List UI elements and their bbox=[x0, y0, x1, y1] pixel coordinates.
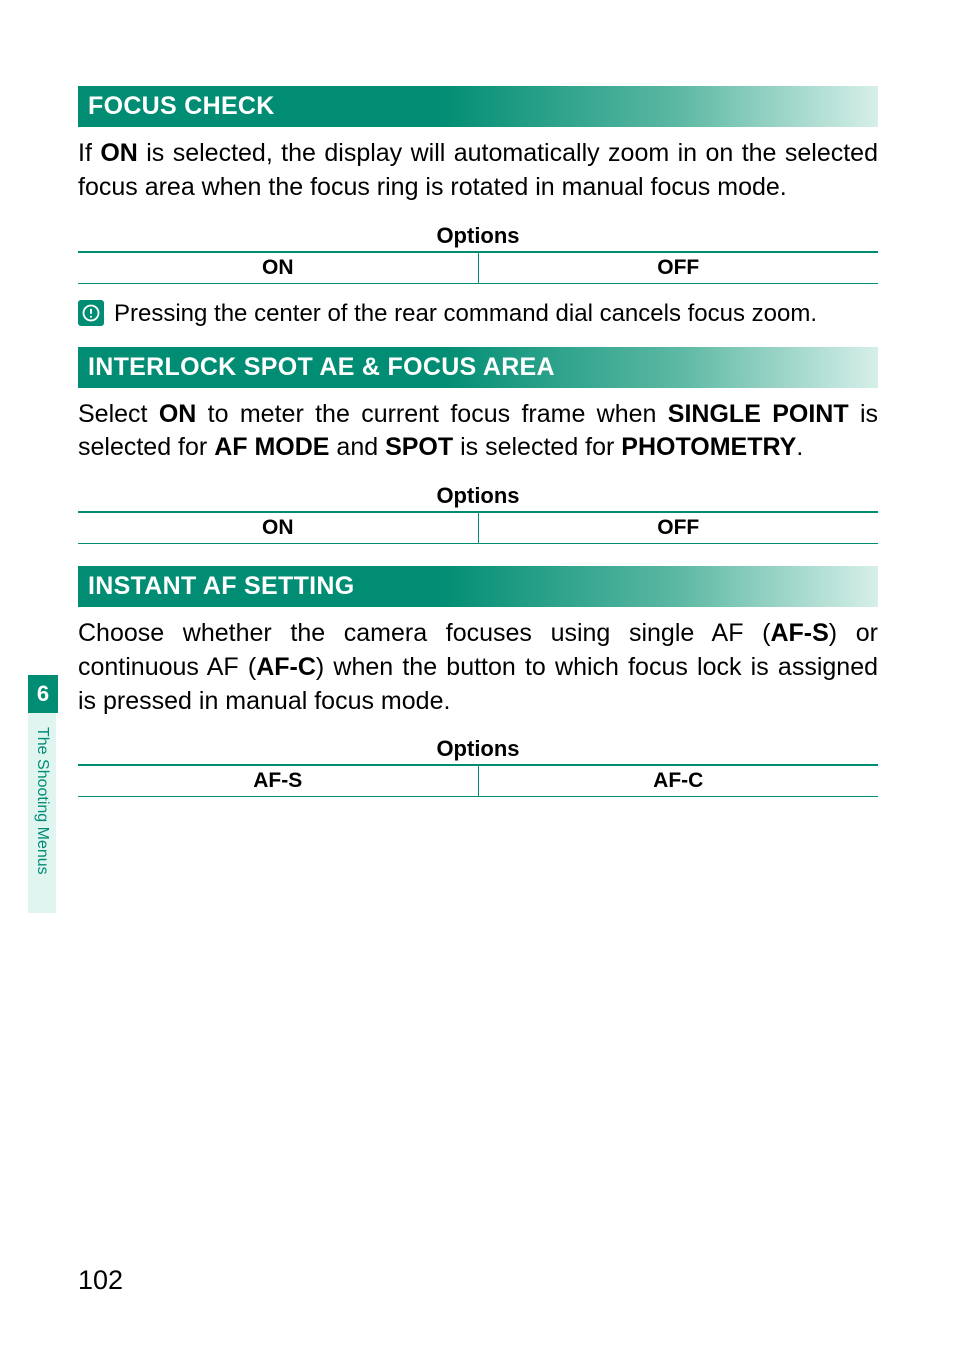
text-bold: ON bbox=[100, 139, 138, 167]
text-bold: PHOTOMETRY bbox=[621, 433, 796, 461]
page-content: FOCUS CHECK If ON is selected, the displ… bbox=[78, 86, 878, 797]
options-row: ON OFF bbox=[78, 253, 878, 284]
page-number: 102 bbox=[78, 1265, 123, 1296]
option-afc: AF-C bbox=[479, 766, 879, 796]
side-tab: 6 The Shooting Menus bbox=[28, 675, 58, 913]
text-bold: SPOT bbox=[385, 433, 453, 461]
options-table: Options AF-S AF-C bbox=[78, 736, 878, 797]
text-bold: SINGLE POINT bbox=[668, 400, 849, 428]
option-on: ON bbox=[78, 513, 479, 543]
text-part: Select bbox=[78, 400, 159, 428]
option-on: ON bbox=[78, 253, 479, 283]
text-part: Choose whether the camera focuses using … bbox=[78, 619, 770, 647]
section-header-instant-af: INSTANT AF SETTING bbox=[78, 566, 878, 607]
section-header-interlock: INTERLOCK SPOT AE & FOCUS AREA bbox=[78, 347, 878, 388]
options-header: Options bbox=[78, 223, 878, 253]
text-part: to meter the current focus frame when bbox=[196, 400, 667, 428]
options-table: Options ON OFF bbox=[78, 223, 878, 284]
text-part: is selected, the display will automatica… bbox=[78, 139, 878, 201]
option-off: OFF bbox=[479, 513, 879, 543]
text-part: and bbox=[329, 433, 385, 461]
section-header-focus-check: FOCUS CHECK bbox=[78, 86, 878, 127]
option-off: OFF bbox=[479, 253, 879, 283]
options-row: AF-S AF-C bbox=[78, 766, 878, 797]
option-afs: AF-S bbox=[78, 766, 479, 796]
body-text-focus-check: If ON is selected, the display will auto… bbox=[78, 137, 878, 205]
note-row: Pressing the center of the rear command … bbox=[78, 298, 878, 329]
text-part: is selected for bbox=[453, 433, 621, 461]
options-table: Options ON OFF bbox=[78, 483, 878, 544]
body-text-interlock: Select ON to meter the current focus fra… bbox=[78, 398, 878, 466]
chapter-label: The Shooting Menus bbox=[28, 713, 56, 913]
options-header: Options bbox=[78, 736, 878, 766]
text-bold: ON bbox=[159, 400, 197, 428]
alert-circle-icon bbox=[78, 300, 104, 326]
body-text-instant-af: Choose whether the camera focuses using … bbox=[78, 617, 878, 718]
text-bold: AF MODE bbox=[214, 433, 329, 461]
options-header: Options bbox=[78, 483, 878, 513]
text-part: If bbox=[78, 139, 100, 167]
note-text: Pressing the center of the rear command … bbox=[114, 298, 817, 329]
text-bold: AF-C bbox=[256, 653, 316, 681]
options-row: ON OFF bbox=[78, 513, 878, 544]
chapter-number: 6 bbox=[28, 675, 58, 713]
text-part: . bbox=[796, 433, 803, 461]
text-bold: AF-S bbox=[770, 619, 828, 647]
